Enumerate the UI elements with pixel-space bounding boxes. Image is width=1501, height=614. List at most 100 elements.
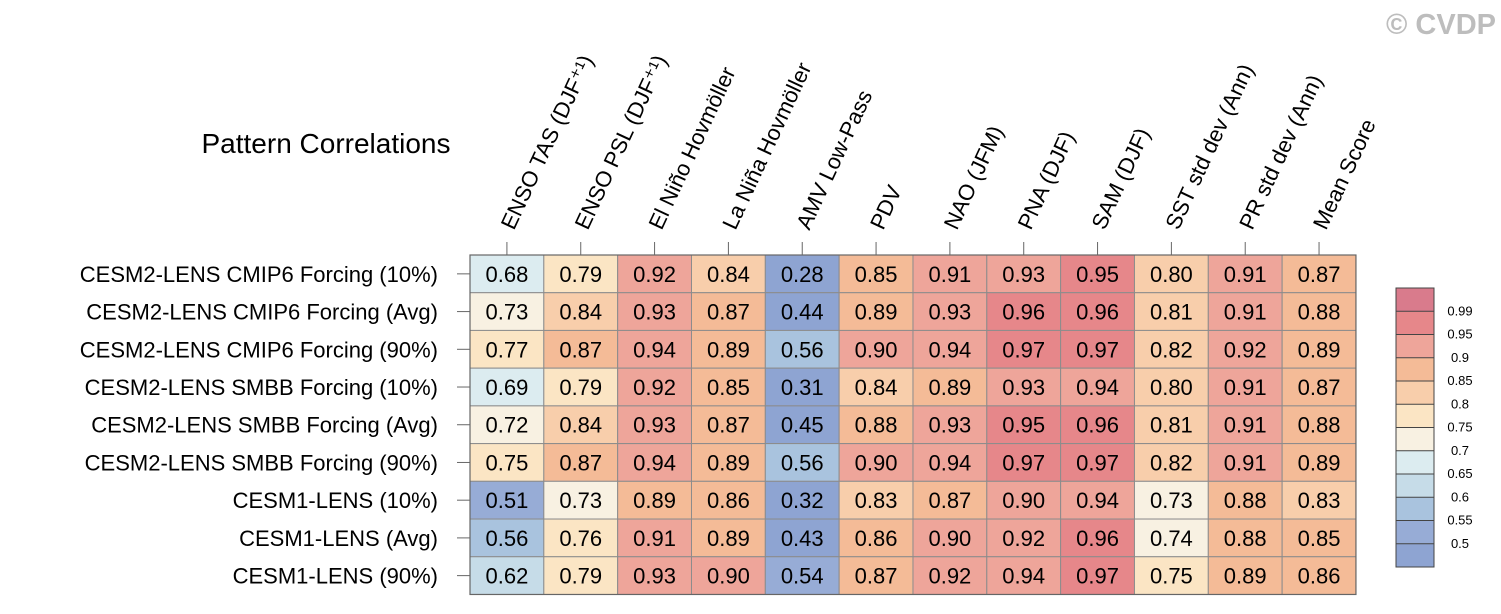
heatmap-cell [690, 292, 766, 331]
heatmap-cell [1207, 480, 1283, 520]
cell-value-label: 0.45 [781, 413, 824, 438]
heatmap-cell [1060, 292, 1135, 331]
cell-value-label: 0.73 [559, 488, 602, 513]
heatmap-cell [1133, 367, 1209, 407]
cell-value-label: 0.90 [855, 450, 898, 475]
heatmap-cell [1133, 480, 1209, 520]
heatmap-cell [617, 367, 692, 407]
cell-value-label: 0.28 [781, 262, 824, 287]
cell-value-label: 0.85 [1298, 526, 1341, 551]
heatmap-cell [1060, 556, 1135, 595]
colorbar-swatch [1396, 334, 1434, 358]
heatmap-cell [912, 367, 988, 407]
cell-value-label: 0.83 [855, 488, 898, 513]
heatmap-cell [838, 443, 914, 482]
colorbar-tick-label: 0.8 [1451, 396, 1469, 411]
heatmap-cell [1207, 405, 1283, 445]
colorbar-tick-label: 0.65 [1447, 466, 1472, 481]
colorbar-swatch [1396, 520, 1434, 544]
heatmap-cell [690, 443, 766, 482]
cell-value-label: 0.31 [781, 375, 824, 400]
cell-value-label: 0.32 [781, 488, 824, 513]
heatmap-cell [912, 443, 988, 482]
cell-value-label: 0.96 [1076, 300, 1119, 325]
cell-value-label: 0.56 [486, 526, 529, 551]
cell-value-label: 0.97 [1076, 337, 1119, 362]
row-label: CESM1-LENS (10%) [233, 488, 438, 513]
cell-value-label: 0.87 [707, 300, 750, 325]
cell-value-label: 0.76 [559, 526, 602, 551]
column-labels: ENSO TAS (DJF⁺¹)ENSO PSL (DJF⁺¹)El Niño … [496, 51, 1381, 255]
cell-value-label: 0.44 [781, 300, 824, 325]
cell-value-label: 0.84 [855, 375, 898, 400]
heatmap-cell [690, 329, 766, 369]
heatmap-cell [764, 518, 840, 558]
heatmap-cell [1281, 329, 1357, 369]
cell-value-label: 0.79 [559, 375, 602, 400]
heatmap-cell [1133, 254, 1209, 294]
cell-value-label: 0.94 [1076, 375, 1119, 400]
heatmap-cell [1281, 254, 1357, 294]
heatmap-cell [469, 367, 545, 407]
colorbar-tick-label: 0.5 [1451, 536, 1469, 551]
heatmap-cell [838, 480, 914, 520]
cell-value-label: 0.96 [1076, 526, 1119, 551]
cell-value-label: 0.51 [486, 488, 529, 513]
heatmap-cell [1133, 292, 1209, 331]
heatmap-cell [617, 556, 692, 595]
heatmap-cell [986, 556, 1062, 595]
cell-value-label: 0.96 [1002, 300, 1045, 325]
colorbar-swatch [1396, 450, 1434, 474]
cell-value-label: 0.75 [486, 450, 529, 475]
heatmap-cell [1060, 480, 1135, 520]
cell-value-label: 0.93 [1002, 375, 1045, 400]
heatmap-cell [617, 329, 692, 369]
cell-value-label: 0.94 [1002, 564, 1045, 589]
cell-value-label: 0.62 [486, 564, 529, 589]
cell-value-label: 0.94 [1076, 488, 1119, 513]
heatmap-cell [617, 518, 692, 558]
cell-value-label: 0.89 [633, 488, 676, 513]
cell-value-label: 0.92 [633, 375, 676, 400]
heatmap-cell [1281, 518, 1357, 558]
cell-value-label: 0.88 [1298, 300, 1341, 325]
cell-value-label: 0.72 [486, 413, 529, 438]
cell-value-label: 0.75 [1150, 564, 1193, 589]
heatmap-cell [912, 405, 988, 445]
row-label: CESM2-LENS CMIP6 Forcing (90%) [80, 337, 438, 362]
heatmap-cell [1281, 367, 1357, 407]
heatmap-cell [469, 480, 545, 520]
heatmap-cell [912, 556, 988, 595]
heatmap-cell [764, 480, 840, 520]
cell-value-label: 0.54 [781, 564, 824, 589]
cell-value-label: 0.89 [707, 337, 750, 362]
row-label: CESM2-LENS SMBB Forcing (10%) [85, 375, 438, 400]
cell-value-label: 0.73 [1150, 488, 1193, 513]
heatmap-cell [986, 292, 1062, 331]
heatmap-grid: 0.68 0.79 0.92 0.84 0.28 0.85 0.91 0.93 0.95 0.80… [469, 254, 1357, 596]
cell-value-label: 0.91 [1224, 300, 1267, 325]
heatmap-cell [764, 292, 840, 331]
cvdp-credit: © CVDP [1386, 9, 1496, 41]
cell-value-label: 0.86 [855, 526, 898, 551]
column-label: Mean Score [1308, 115, 1381, 233]
row-label: CESM2-LENS CMIP6 Forcing (Avg) [86, 300, 438, 325]
cell-value-label: 0.97 [1076, 450, 1119, 475]
row-label: CESM1-LENS (90%) [233, 564, 438, 589]
cell-value-label: 0.97 [1076, 564, 1119, 589]
cell-value-label: 0.87 [928, 488, 971, 513]
colorbar-tick-label: 0.85 [1447, 373, 1472, 388]
heatmap-cell [1207, 556, 1283, 595]
cell-value-label: 0.90 [707, 564, 750, 589]
heatmap-cell [543, 480, 619, 520]
cell-value-label: 0.86 [1298, 564, 1341, 589]
cell-value-label: 0.93 [633, 564, 676, 589]
cell-value-label: 0.89 [928, 375, 971, 400]
heatmap-cell [1207, 367, 1283, 407]
row-labels: CESM2-LENS CMIP6 Forcing (10%) CESM2-LENS… [80, 262, 470, 589]
heatmap-cell [986, 443, 1062, 482]
cell-value-label: 0.92 [928, 564, 971, 589]
heatmap-cell [617, 480, 692, 520]
cell-value-label: 0.94 [928, 450, 971, 475]
cell-value-label: 0.95 [1076, 262, 1119, 287]
